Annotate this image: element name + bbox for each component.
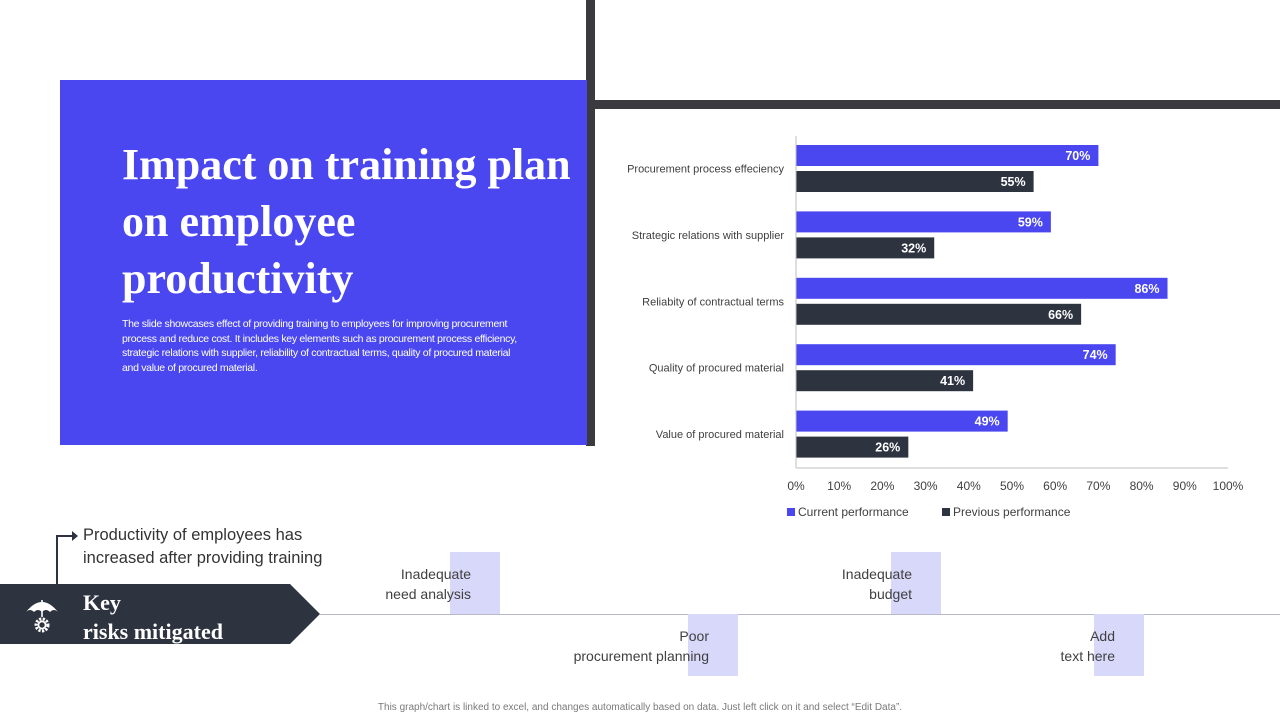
data-label: 55% [1001,175,1026,189]
key-risks-line2: risks mitigated [83,619,223,644]
risk-marker-2 [688,614,738,676]
bar [796,237,935,259]
callout-text: Productivity of employees has increased … [83,526,323,567]
x-tick-label: 90% [1173,479,1197,493]
bar [796,410,1008,432]
callout-connector-line [56,535,58,584]
data-label: 32% [901,241,926,255]
x-tick-label: 0% [787,479,805,493]
category-label: Reliabity of contractual terms [642,296,784,308]
slide-description: The slide showcases effect of providing … [122,318,517,374]
slide-title: Impact on training plan on employee prod… [122,140,571,303]
data-label: 86% [1134,282,1159,296]
risk-marker-3 [891,552,941,614]
x-tick-label: 70% [1086,479,1110,493]
callout-arrow-icon [72,531,78,541]
category-label: Procurement process effeciency [627,164,784,176]
x-tick-label: 40% [957,479,981,493]
bar [796,303,1082,325]
bar [796,370,974,392]
x-tick-label: 10% [827,479,851,493]
risk-1-line1: Inadequate [400,566,471,582]
risk-label-1: Inadequate need analysis [271,565,471,604]
legend-swatch [787,508,795,516]
risk-3-line1: Inadequate [841,566,912,582]
bar [796,344,1116,366]
key-risks-banner [0,584,320,644]
data-label: 74% [1083,348,1108,362]
risk-1-line2: need analysis [385,585,471,602]
risk-2-line2: procurement planning [573,647,709,664]
bar [796,277,1168,299]
category-label: Value of procured material [656,429,784,441]
key-risks-label: Key risks mitigated [83,588,283,646]
risk-4-line2: text here [1060,647,1115,664]
data-label: 26% [875,441,900,455]
legend-swatch [942,508,950,516]
bar [796,145,1099,166]
key-risks-line1: Key [83,590,121,615]
data-label: 41% [940,374,965,388]
risk-4-line1: Add [1090,628,1115,644]
risk-marker-4 [1094,614,1144,676]
performance-bar-chart[interactable]: Procurement process effeciency 70% 55% Stra… [596,128,1266,538]
callout-connector-elbow [56,535,73,537]
category-label: Quality of procured material [649,363,784,375]
data-label: 49% [975,415,1000,429]
risk-timeline [320,614,1280,615]
category-label: Strategic relations with supplier [632,230,785,242]
title-panel [60,80,587,445]
x-tick-label: 80% [1130,479,1154,493]
vertical-accent-bar [586,0,595,446]
risk-label-2: Poor procurement planning [509,627,709,666]
data-label: 66% [1048,308,1073,322]
x-tick-label: 30% [914,479,938,493]
data-label: 70% [1065,149,1090,163]
legend-label: Current performance [798,505,909,519]
x-tick-label: 100% [1213,479,1244,493]
bar [796,436,909,458]
risk-label-4: Add text here [915,627,1115,666]
risk-label-3: Inadequate budget [712,565,912,604]
chart-footnote: This graph/chart is linked to excel, and… [377,702,903,713]
x-tick-label: 50% [1000,479,1024,493]
bar [796,211,1051,233]
horizontal-accent-bar [512,100,1280,109]
legend-label: Previous performance [953,505,1071,519]
x-tick-label: 60% [1043,479,1067,493]
risk-3-line2: budget [869,585,912,602]
data-label: 59% [1018,215,1043,229]
umbrella-gear-icon [24,595,60,640]
risk-2-line1: Poor [679,628,709,644]
bar [796,171,1034,192]
x-tick-label: 20% [870,479,894,493]
risk-marker-1 [450,552,500,614]
